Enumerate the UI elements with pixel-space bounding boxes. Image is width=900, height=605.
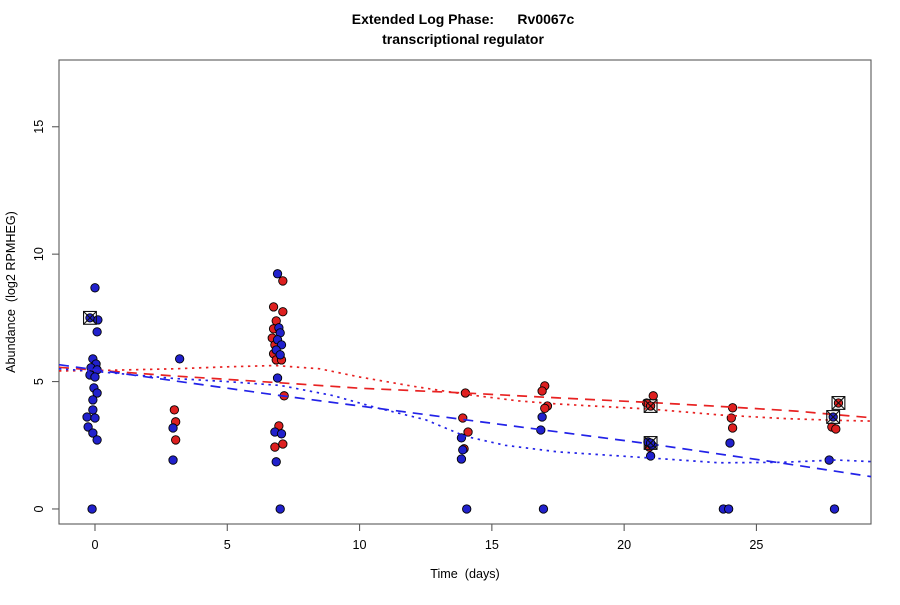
data-point-blue (88, 395, 98, 405)
data-point-red (537, 386, 547, 396)
y-tick-label: 0 (32, 505, 46, 512)
data-points (82, 269, 841, 514)
trend-lines (58, 363, 872, 478)
data-point-blue (88, 405, 98, 415)
data-point-blue (272, 269, 283, 279)
data-point-red (648, 391, 658, 401)
data-point-blue (271, 457, 281, 467)
flagged-point-red (831, 396, 846, 410)
data-point-blue (538, 504, 549, 514)
data-point-blue (456, 454, 467, 464)
x-tick-label: 15 (485, 538, 499, 552)
data-point-blue (537, 412, 547, 422)
data-point-blue (92, 388, 102, 398)
data-point-red (831, 424, 841, 434)
square-x-marker-icon (643, 399, 658, 413)
data-point-blue (92, 435, 102, 445)
data-point-red (169, 405, 180, 415)
square-x-marker-icon (831, 396, 846, 410)
flagged-point-blue (83, 310, 97, 325)
data-point-blue (725, 438, 735, 448)
data-point-blue (87, 504, 97, 514)
flagged-point-blue (826, 410, 841, 424)
y-tick-label: 5 (32, 378, 46, 385)
square-x-marker-icon (826, 410, 840, 424)
data-point-red (278, 439, 288, 449)
data-point-blue (83, 422, 93, 432)
x-axis-label: Time (days) (430, 567, 500, 581)
data-point-red (463, 427, 473, 437)
chart-title-line2: transcriptional regulator (382, 31, 544, 47)
data-point-blue (272, 373, 283, 383)
flagged-points (83, 310, 846, 450)
data-point-blue (90, 413, 100, 423)
square-x-marker-icon (643, 399, 658, 413)
trend-line-red-longdash (58, 366, 872, 419)
square-x-marker-icon (831, 396, 846, 410)
x-tick-label: 25 (749, 538, 763, 552)
data-point-blue (458, 445, 468, 455)
data-point-red (727, 423, 738, 433)
data-point-blue (456, 433, 467, 443)
square-x-marker-icon (826, 410, 841, 424)
data-point-blue (275, 350, 285, 360)
data-point-red (278, 276, 288, 286)
x-tick-label: 10 (353, 538, 367, 552)
square-x-marker-icon (83, 311, 97, 325)
x-tick-label: 0 (91, 538, 98, 552)
square-x-marker-icon (83, 310, 97, 325)
y-tick-label: 10 (32, 247, 46, 261)
x-tick-label: 20 (617, 538, 631, 552)
data-point-red (278, 307, 288, 317)
flagged-point-blue (643, 436, 658, 450)
data-point-blue (82, 412, 92, 422)
data-point-red (270, 442, 280, 452)
plot-border (58, 59, 872, 525)
data-point-blue (536, 425, 546, 435)
data-point-blue (462, 504, 472, 514)
data-point-red (458, 413, 468, 423)
square-x-marker-icon (643, 436, 658, 450)
data-point-blue (174, 354, 185, 364)
data-point-blue (276, 429, 287, 439)
data-point-blue (92, 327, 102, 337)
x-tick-label: 5 (224, 538, 231, 552)
data-point-blue (168, 423, 178, 433)
data-point-blue (90, 372, 100, 382)
square-x-marker-icon (643, 436, 658, 450)
data-point-blue (168, 455, 178, 465)
axes: 0 5 10 15 20 25 0 5 10 15 (32, 59, 872, 552)
data-point-blue (724, 504, 734, 514)
data-point-red (540, 403, 550, 413)
data-point-blue (829, 504, 840, 514)
data-point-blue (90, 283, 100, 293)
data-point-red (268, 302, 279, 312)
y-axis-label: Abundance (log2 RPMHEG) (4, 211, 18, 373)
chart-title-line1: Extended Log Phase: Rv0067c (352, 11, 575, 27)
data-point-red (171, 435, 181, 445)
data-point-blue (275, 504, 285, 514)
flagged-point-red (643, 399, 658, 413)
data-point-red (727, 403, 738, 413)
trend-line-blue-dotted (58, 367, 872, 464)
y-tick-label: 15 (32, 120, 46, 134)
data-point-blue (88, 428, 98, 438)
